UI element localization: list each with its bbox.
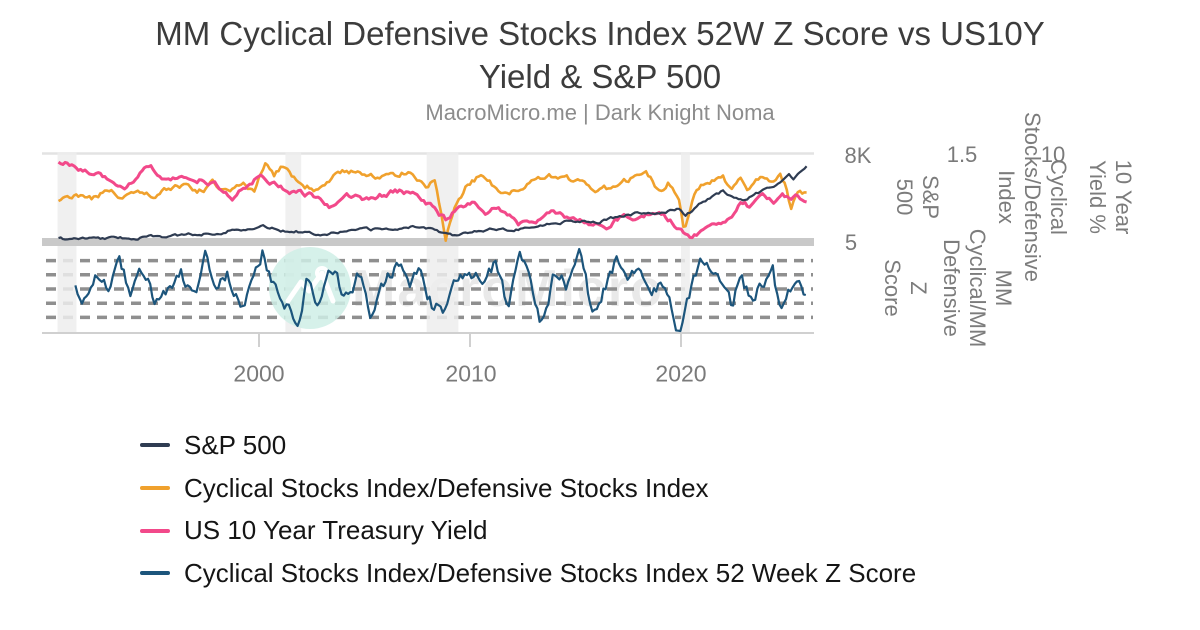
y-axis-title-sp500: S&P 500 [892,174,943,220]
legend-item-label: Cyclical Stocks Index/Defensive Stocks I… [184,557,917,588]
legend-item: S&P 500 [140,424,916,467]
y-axis-title-z-score: Z Score [880,259,931,317]
legend-item-label: S&P 500 [184,429,287,460]
legend-item-label: Cyclical Stocks Index/Defensive Stocks I… [184,472,709,503]
legend: S&P 500 Cyclical Stocks Index/Defensive … [140,424,916,595]
series-line-sp500 [58,165,808,241]
x-axis-tick-label: 2020 [655,360,707,387]
chart-subtitle: MacroMicro.me | Dark Knight Noma [425,100,775,125]
x-axis-tick-label: 2000 [233,360,285,387]
panel-separator [42,238,814,246]
legend-item-label: US 10 Year Treasury Yield [184,515,488,546]
sp500-axis-tick-top: 8K [844,143,872,168]
x-axis-tick-label: 2010 [445,360,497,387]
legend-line-swatch [140,486,170,491]
legend-item: US 10 Year Treasury Yield [140,509,916,552]
y-axis-title-mm-cyc-def: MM Cyclical/MM Defensive [939,228,1016,348]
legend-line-swatch [140,443,170,448]
series-line-yield [57,160,807,240]
legend-line-swatch [140,528,170,533]
series-line-z [74,247,807,333]
legend-line-swatch [140,571,170,576]
y-axis-title-10y-yield: 10 Year Yield % [1085,159,1136,235]
sp500-axis-tick-bottom: 5 [844,230,858,255]
legend-item: Cyclical Stocks Index/Defensive Stocks I… [140,552,916,595]
chart-title: MM Cyclical Defensive Stocks Index 52W Z… [155,15,1045,95]
legend-item: Cyclical Stocks Index/Defensive Stocks I… [140,467,916,510]
yield-axis-tick: 10 [1040,142,1066,167]
ratio-axis-tick: 1.5 [946,142,978,167]
series-line-ratio [57,162,807,242]
